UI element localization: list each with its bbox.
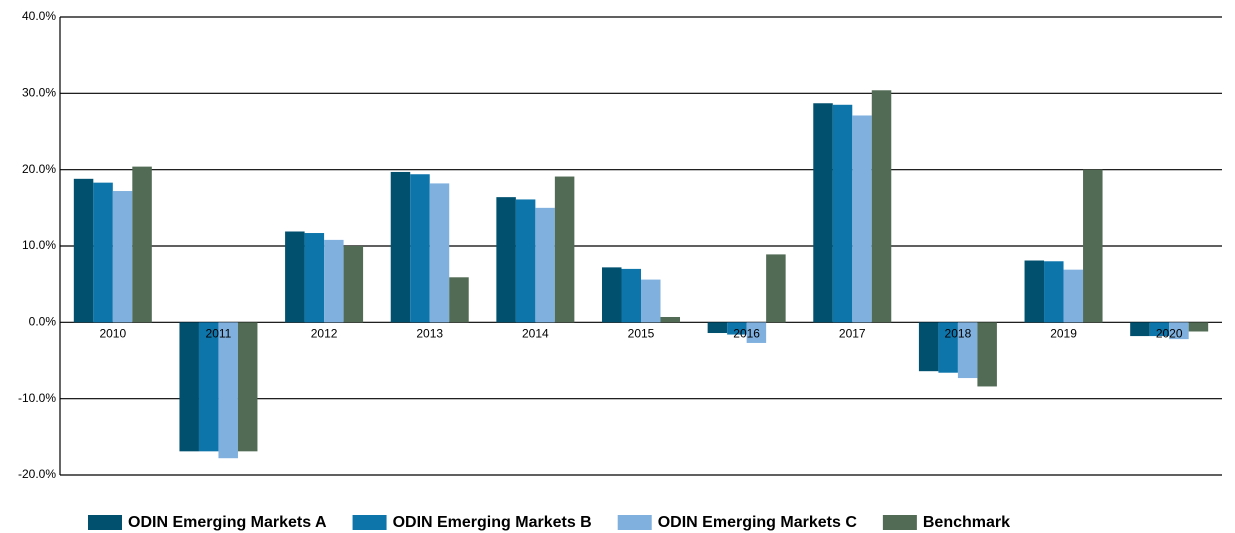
bar [1063, 269, 1084, 323]
bar [285, 231, 305, 323]
bar [132, 166, 152, 323]
x-tick-label: 2011 [206, 327, 232, 341]
bar [977, 322, 997, 387]
bar [515, 199, 536, 323]
x-tick-label: 2010 [99, 327, 126, 341]
bar [621, 268, 641, 323]
legend-swatch [352, 515, 387, 530]
bar [852, 115, 872, 323]
bar [871, 90, 892, 323]
bar [237, 322, 258, 452]
legend-label: ODIN Emerging Markets A [128, 514, 327, 531]
bar [179, 322, 199, 452]
bar [918, 322, 939, 372]
bar [496, 197, 516, 323]
bar [112, 191, 133, 323]
y-tick-label: 20.0% [22, 162, 56, 176]
bar [1024, 260, 1045, 323]
x-tick-label: 2018 [945, 327, 972, 341]
bar [641, 279, 661, 323]
y-tick-label: -20.0% [18, 467, 56, 481]
bar [707, 322, 728, 334]
bar [766, 254, 786, 323]
y-tick-label: 10.0% [22, 238, 56, 252]
legend-swatch [88, 515, 122, 530]
legend-label: Benchmark [923, 514, 1010, 531]
bar [938, 322, 958, 373]
y-tick-label: 0.0% [29, 315, 57, 329]
legend-swatch [617, 515, 652, 530]
x-tick-label: 2020 [1156, 327, 1183, 341]
bar [554, 176, 575, 323]
bar [957, 322, 978, 379]
bar [746, 322, 767, 343]
x-tick-label: 2015 [628, 327, 655, 341]
bar [218, 322, 238, 459]
bar [602, 267, 622, 323]
legend-swatch [882, 515, 917, 530]
bar [73, 178, 94, 323]
x-tick-label: 2013 [416, 327, 443, 341]
bar [1149, 322, 1170, 337]
legend-label: ODIN Emerging Markets C [658, 514, 858, 531]
bar [324, 239, 344, 323]
y-tick-label: 40.0% [22, 9, 56, 23]
y-tick-label: -10.0% [18, 391, 56, 405]
bar [198, 322, 219, 452]
x-tick-label: 2014 [522, 327, 549, 341]
legend-label: ODIN Emerging Markets B [393, 514, 592, 531]
bar [727, 322, 747, 335]
bar [410, 174, 430, 323]
bar [1044, 261, 1064, 323]
x-tick-label: 2012 [311, 327, 338, 341]
y-tick-label: 30.0% [22, 86, 56, 100]
bar [304, 233, 325, 323]
bar [1130, 322, 1150, 337]
bar [1188, 322, 1209, 332]
x-tick-label: 2019 [1050, 327, 1077, 341]
bar [832, 104, 853, 323]
bar [660, 316, 680, 323]
bar [343, 246, 364, 323]
x-tick-label: 2017 [839, 327, 866, 341]
bar [813, 103, 833, 323]
bar [1169, 322, 1189, 340]
bar [390, 171, 411, 323]
bar [535, 207, 555, 323]
bar [429, 183, 450, 323]
bar [93, 182, 113, 323]
x-tick-label: 2016 [733, 327, 760, 341]
bar [449, 277, 469, 323]
bar [1083, 169, 1103, 323]
